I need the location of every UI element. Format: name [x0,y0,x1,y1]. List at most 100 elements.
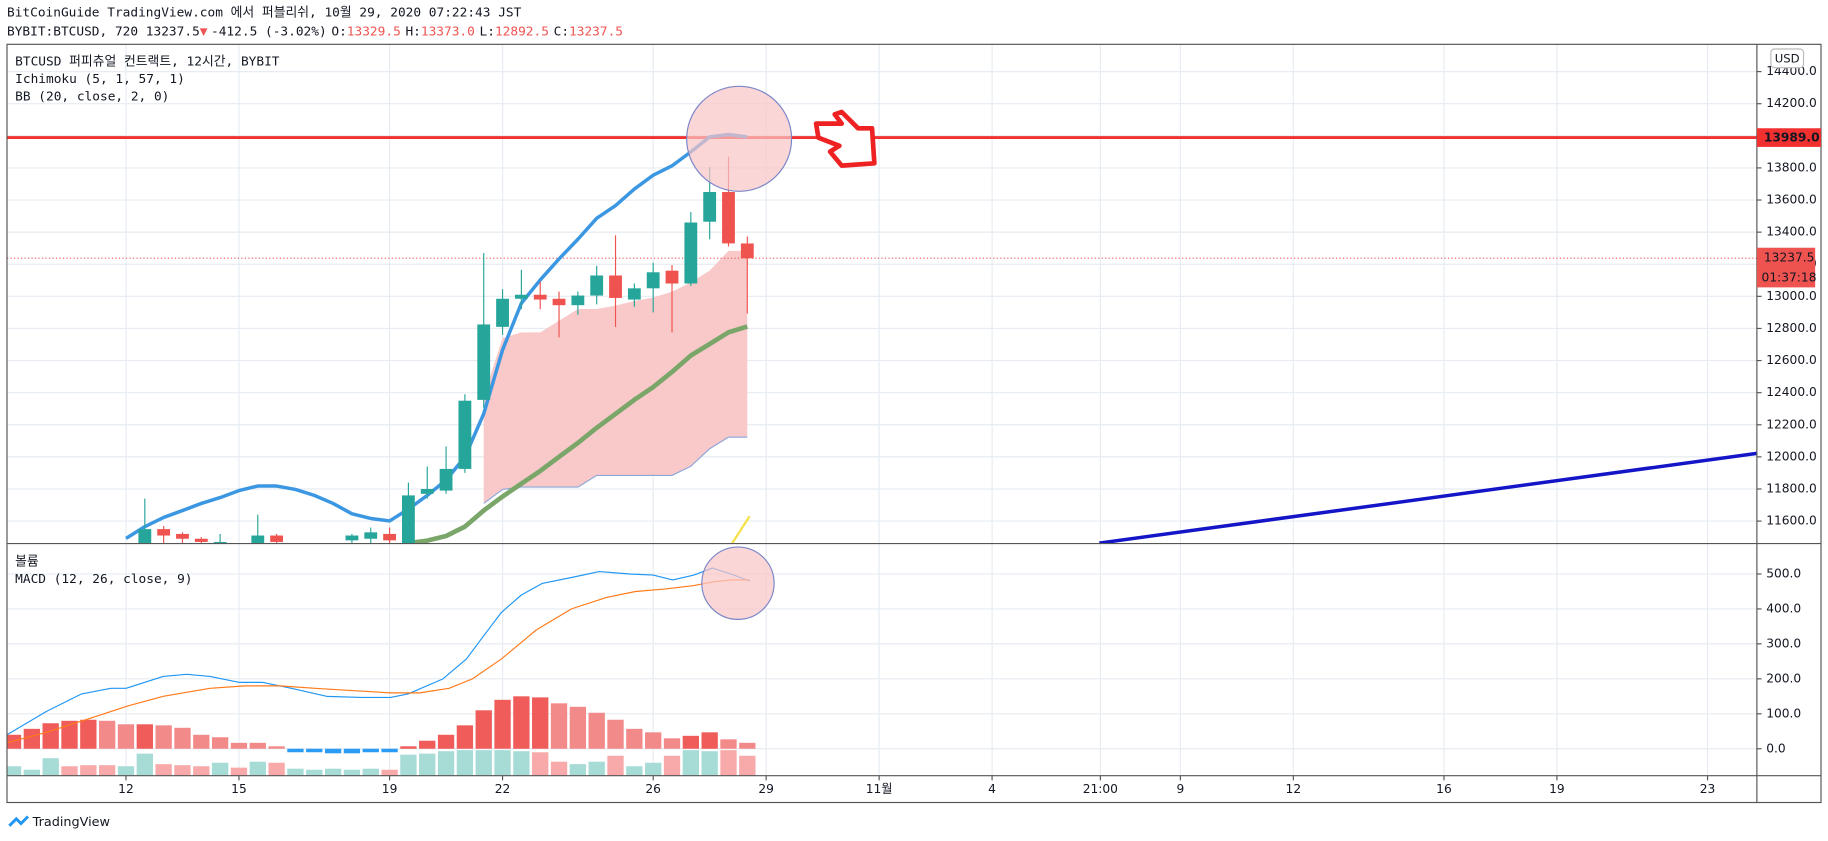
histogram-bar [324,748,342,754]
histogram-bar [155,725,172,749]
histogram-bar [456,725,474,749]
candle-body [684,222,698,284]
x-tick-label: 4 [988,782,996,796]
indicator-line [1099,451,1757,544]
volume-bar [287,768,304,776]
volume-bar [306,769,323,776]
candle-body [420,488,434,494]
x-tick-label: 29 [758,782,774,796]
volume-bar [61,766,78,776]
candle-body [345,535,359,541]
y-tick-label: 12800.0 [1766,321,1817,335]
symbol: BYBIT:BTCUSD, 720 13237.5 [7,24,200,39]
volume-bar [607,755,624,776]
y-tick-label: 13000.0 [1766,289,1817,303]
volume-bar [249,761,266,776]
candle-body [213,541,227,544]
y-tick-label: 11600.0 [1766,514,1817,528]
volume-bar [230,767,248,776]
x-tick-label: 15 [231,782,247,796]
candle-body [364,532,378,539]
candle-body [157,529,171,536]
x-tick-label: 21:00 [1083,782,1118,796]
histogram-bar [532,697,549,749]
arrow: ▼ [200,24,208,39]
volume-bar [569,764,587,776]
histogram-bar [437,734,455,749]
h: 13373.0 [421,24,475,39]
volume-bar [324,768,342,776]
indicator-line [731,515,751,544]
last-price-bg [1756,247,1816,288]
x-tick-label: 16 [1436,782,1452,796]
volume-bar [117,766,135,776]
histogram-bar [607,719,624,749]
volume-bar [136,753,153,776]
currency-badge[interactable] [1770,48,1805,69]
volume-bar [682,750,699,776]
histogram-bar [211,737,229,749]
volume-bar [739,755,756,776]
y-tick-label: 12400.0 [1766,385,1817,399]
y-tick-label: 14200.0 [1766,96,1817,110]
volume-bar [550,761,568,776]
y-tick-label: 11800.0 [1766,481,1817,495]
c: 13237.5 [569,24,623,39]
histogram-bar [513,696,530,749]
histogram-bar [136,724,153,749]
candle-body [138,529,152,544]
candle-body [722,192,735,244]
candle-body [609,275,622,298]
volume-bar [99,765,116,776]
volume-bar [174,765,191,776]
candle-body [740,243,754,259]
volume-bar [532,752,549,776]
histogram-bar [6,734,22,749]
candle-body [194,538,208,542]
histogram-bar [701,732,718,749]
indicator-line [408,324,748,544]
legend: 볼륨 [15,555,39,570]
histogram-bar [61,720,78,749]
candle-body [439,468,453,491]
legend: BB (20, close, 2, 0) [15,89,169,104]
volume-bar [381,769,398,776]
ichimoku-cloud [483,250,748,504]
header-line: BitCoinGuide TradingView.com 에서 퍼블리쉬, 10… [7,5,522,20]
price-label: 13989.0 [1764,131,1820,145]
volume-bar [494,750,511,776]
volume-bar [475,750,492,776]
histogram-bar [343,748,361,754]
candle-body [703,192,717,222]
histogram-bar [174,727,191,749]
histogram-bar [287,748,304,753]
volume-bar [155,764,172,776]
hand-icon [813,109,877,168]
candle-body [270,535,284,542]
o-label: O: [331,24,346,39]
footer: TradingView [32,815,110,830]
candle-body [533,294,547,300]
volume-bar [626,766,643,776]
countdown: 01:37:18 [1762,271,1817,285]
volume-bar [588,761,605,776]
currency[interactable]: USD [1775,51,1800,65]
histogram-bar [588,712,605,749]
volume-bar [720,750,737,776]
x-tick-label: 11월 [866,782,893,796]
candle-body [571,295,585,306]
y-tick-label: 500.0 [1766,566,1801,580]
histogram-bar [23,728,41,749]
l-label: L: [480,24,495,39]
y-tick-label: 13800.0 [1766,160,1817,174]
candle-body [458,400,472,469]
candle-body [514,294,528,299]
volume-bar [400,754,417,776]
histogram-bar [268,746,285,749]
histogram-bar [117,724,135,749]
y-tick-label: 400.0 [1766,601,1801,615]
price-label-bg [1756,128,1822,147]
y-tick-label: 13400.0 [1766,225,1817,239]
volume-bar [343,769,361,776]
